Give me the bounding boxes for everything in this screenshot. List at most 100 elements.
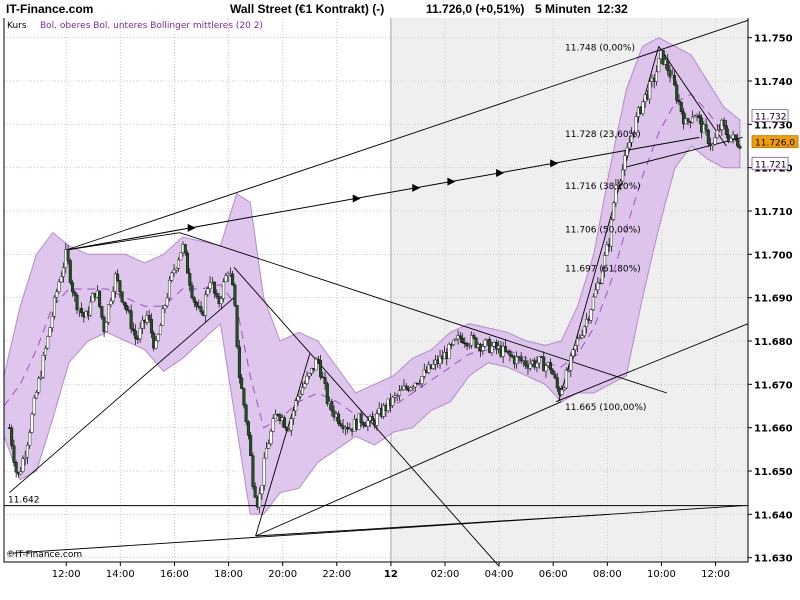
trend-line [255,401,562,537]
y-tick-label: 11.650 [754,467,793,478]
candle-body [285,427,289,431]
candle-body [488,339,492,353]
candle-body [474,337,478,348]
x-tick-label: 06:00 [539,569,568,580]
x-tick-label: 12:00 [52,569,81,580]
candle-body [204,294,208,316]
candle-body [420,376,424,384]
candle-body [253,486,257,498]
candle-body [706,130,710,144]
candle-body [594,289,598,298]
candle-body [718,129,722,131]
candle-body [310,368,314,374]
candle-body [625,147,629,157]
copyright-label: ©IT-Finance.com [6,550,82,560]
candle-body [186,252,190,274]
fibonacci-levels: 11.748 (0,00%) 11.728 (23,60%) 11.716 (38,… [8,43,646,505]
candle-body [564,370,568,389]
candle-body [116,273,120,281]
candle-body [515,356,519,365]
candle-body [715,129,719,138]
candle-body [467,344,471,347]
candle-body [325,383,329,405]
candle-body [118,280,122,293]
candle-body [623,155,627,171]
candle-body [111,291,115,302]
candle-body [490,346,494,353]
x-tick-label: 14:00 [106,569,135,580]
candle-body [612,202,616,220]
candle-body [138,328,142,340]
candle-body [156,334,160,341]
price-tag-box [751,156,789,170]
bollinger-middle-line [3,93,741,429]
candle-body [576,338,580,347]
trend-line [555,323,749,403]
candle-body [409,387,413,391]
brand-title: IT-Finance.com [6,2,93,16]
candle-body [567,370,571,372]
y-tick-label: 11.630 [754,554,793,565]
candle-body [242,388,246,406]
candle-body [100,306,104,318]
candle-body [452,339,456,345]
candle-body [733,134,737,140]
candle-body [508,351,512,356]
candle-body [616,184,620,186]
fibonacci-label: 11.697 (61,80%) [565,264,641,274]
candle-body [614,184,618,204]
candle-body [273,414,277,419]
candle-body [305,375,309,384]
candle-body [192,297,196,303]
candle-body [454,338,458,341]
candle-body [727,134,731,142]
candle-body [603,255,607,272]
candle-body [693,115,697,118]
candle-body [411,386,415,389]
candle-body [609,219,613,247]
candle-body [314,358,318,371]
candle-body [738,145,742,149]
candle-body [125,305,129,311]
candle-body [470,335,474,346]
candle-body [219,298,223,304]
candle-body [472,335,476,339]
candle-body [641,101,645,114]
candle-body [632,132,636,134]
candle-body [53,296,57,317]
candle-body [282,417,286,428]
fibonacci-label: 11.728 (23,60%) [565,130,641,140]
candle-body [483,339,487,347]
candle-body [289,418,293,431]
candle-body [23,457,27,459]
instrument-title: Wall Street (€1 Kontrakt) (-) [230,2,384,16]
candle-body [251,455,255,487]
candle-body [704,124,708,131]
candle-body [361,422,365,426]
candle-body [269,431,273,445]
price-tag-label: 11.732 [755,113,787,123]
low-value-label: 11.642 [8,496,40,506]
candle-body [224,275,228,283]
candle-body [136,338,140,340]
candle-body [301,387,305,395]
candle-body [319,360,323,378]
candle-body [524,360,528,366]
candle-body [154,340,158,349]
candle-body [582,326,586,336]
candle-body [149,319,153,334]
candle-body [55,291,59,298]
candle-body [271,418,275,432]
candle-body [481,346,485,351]
candle-body [122,301,126,306]
candle-body [307,373,311,377]
candle-body [677,100,681,103]
candle-body [140,319,144,329]
candle-body [722,119,726,126]
candle-body [682,111,686,125]
candle-body [562,387,566,390]
candle-body [120,291,124,303]
candle-body [188,273,192,286]
candle-body [66,249,70,261]
candle-body [686,118,690,122]
